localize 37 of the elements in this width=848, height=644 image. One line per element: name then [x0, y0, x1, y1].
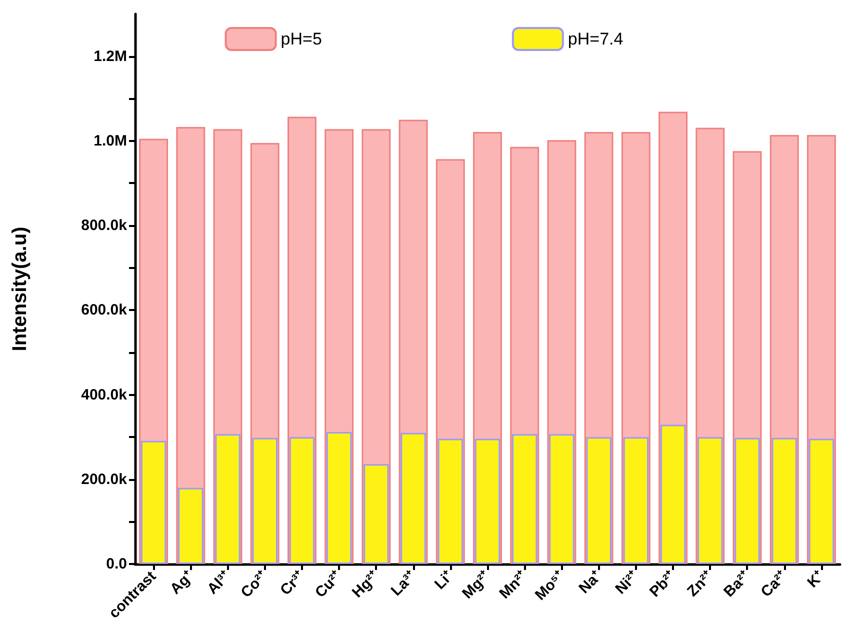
- bar: [364, 464, 389, 564]
- y-tick-label: 600.0k: [81, 302, 128, 319]
- y-axis-title: Intensity(a.u): [9, 226, 31, 352]
- bar: [549, 434, 574, 564]
- bar: [252, 438, 278, 564]
- x-tick-label: Li⁺: [431, 568, 456, 593]
- y-tick-label: 1.0M: [94, 132, 127, 150]
- bar: [438, 438, 464, 564]
- bar: [326, 432, 352, 564]
- bar: [474, 438, 500, 564]
- y-tick-label: 1.2M: [94, 48, 127, 65]
- bar: [623, 437, 649, 564]
- bar: [808, 438, 834, 564]
- bar: [772, 438, 797, 564]
- x-tick-label: Ni²⁺: [612, 568, 642, 598]
- bar: [660, 424, 686, 564]
- x-tick-label: K⁺: [804, 568, 828, 592]
- x-tick-label: Al³⁺: [204, 568, 234, 598]
- bar: [215, 434, 240, 564]
- y-tick-label: 400.0k: [81, 386, 128, 404]
- x-tick-label: Ca²⁺: [758, 568, 790, 601]
- legend-label: pH=7.4: [568, 30, 624, 48]
- y-tick-label: 800.0k: [81, 217, 128, 234]
- y-tick-label: 200.0k: [81, 470, 128, 488]
- bar: [178, 488, 204, 564]
- bar: [400, 432, 426, 564]
- legend-label: pH=5: [280, 30, 322, 48]
- bar: [586, 437, 612, 564]
- bar: [698, 437, 723, 564]
- x-tick-label: Na⁺: [576, 568, 605, 598]
- bar: [734, 438, 760, 564]
- x-tick-label: Ag⁺: [166, 568, 197, 598]
- y-tick-label: 0.0: [106, 556, 127, 572]
- bar: [289, 437, 315, 564]
- bar: [140, 440, 166, 564]
- bar: [512, 434, 538, 564]
- x-tick-label: Cr³⁺: [277, 568, 308, 599]
